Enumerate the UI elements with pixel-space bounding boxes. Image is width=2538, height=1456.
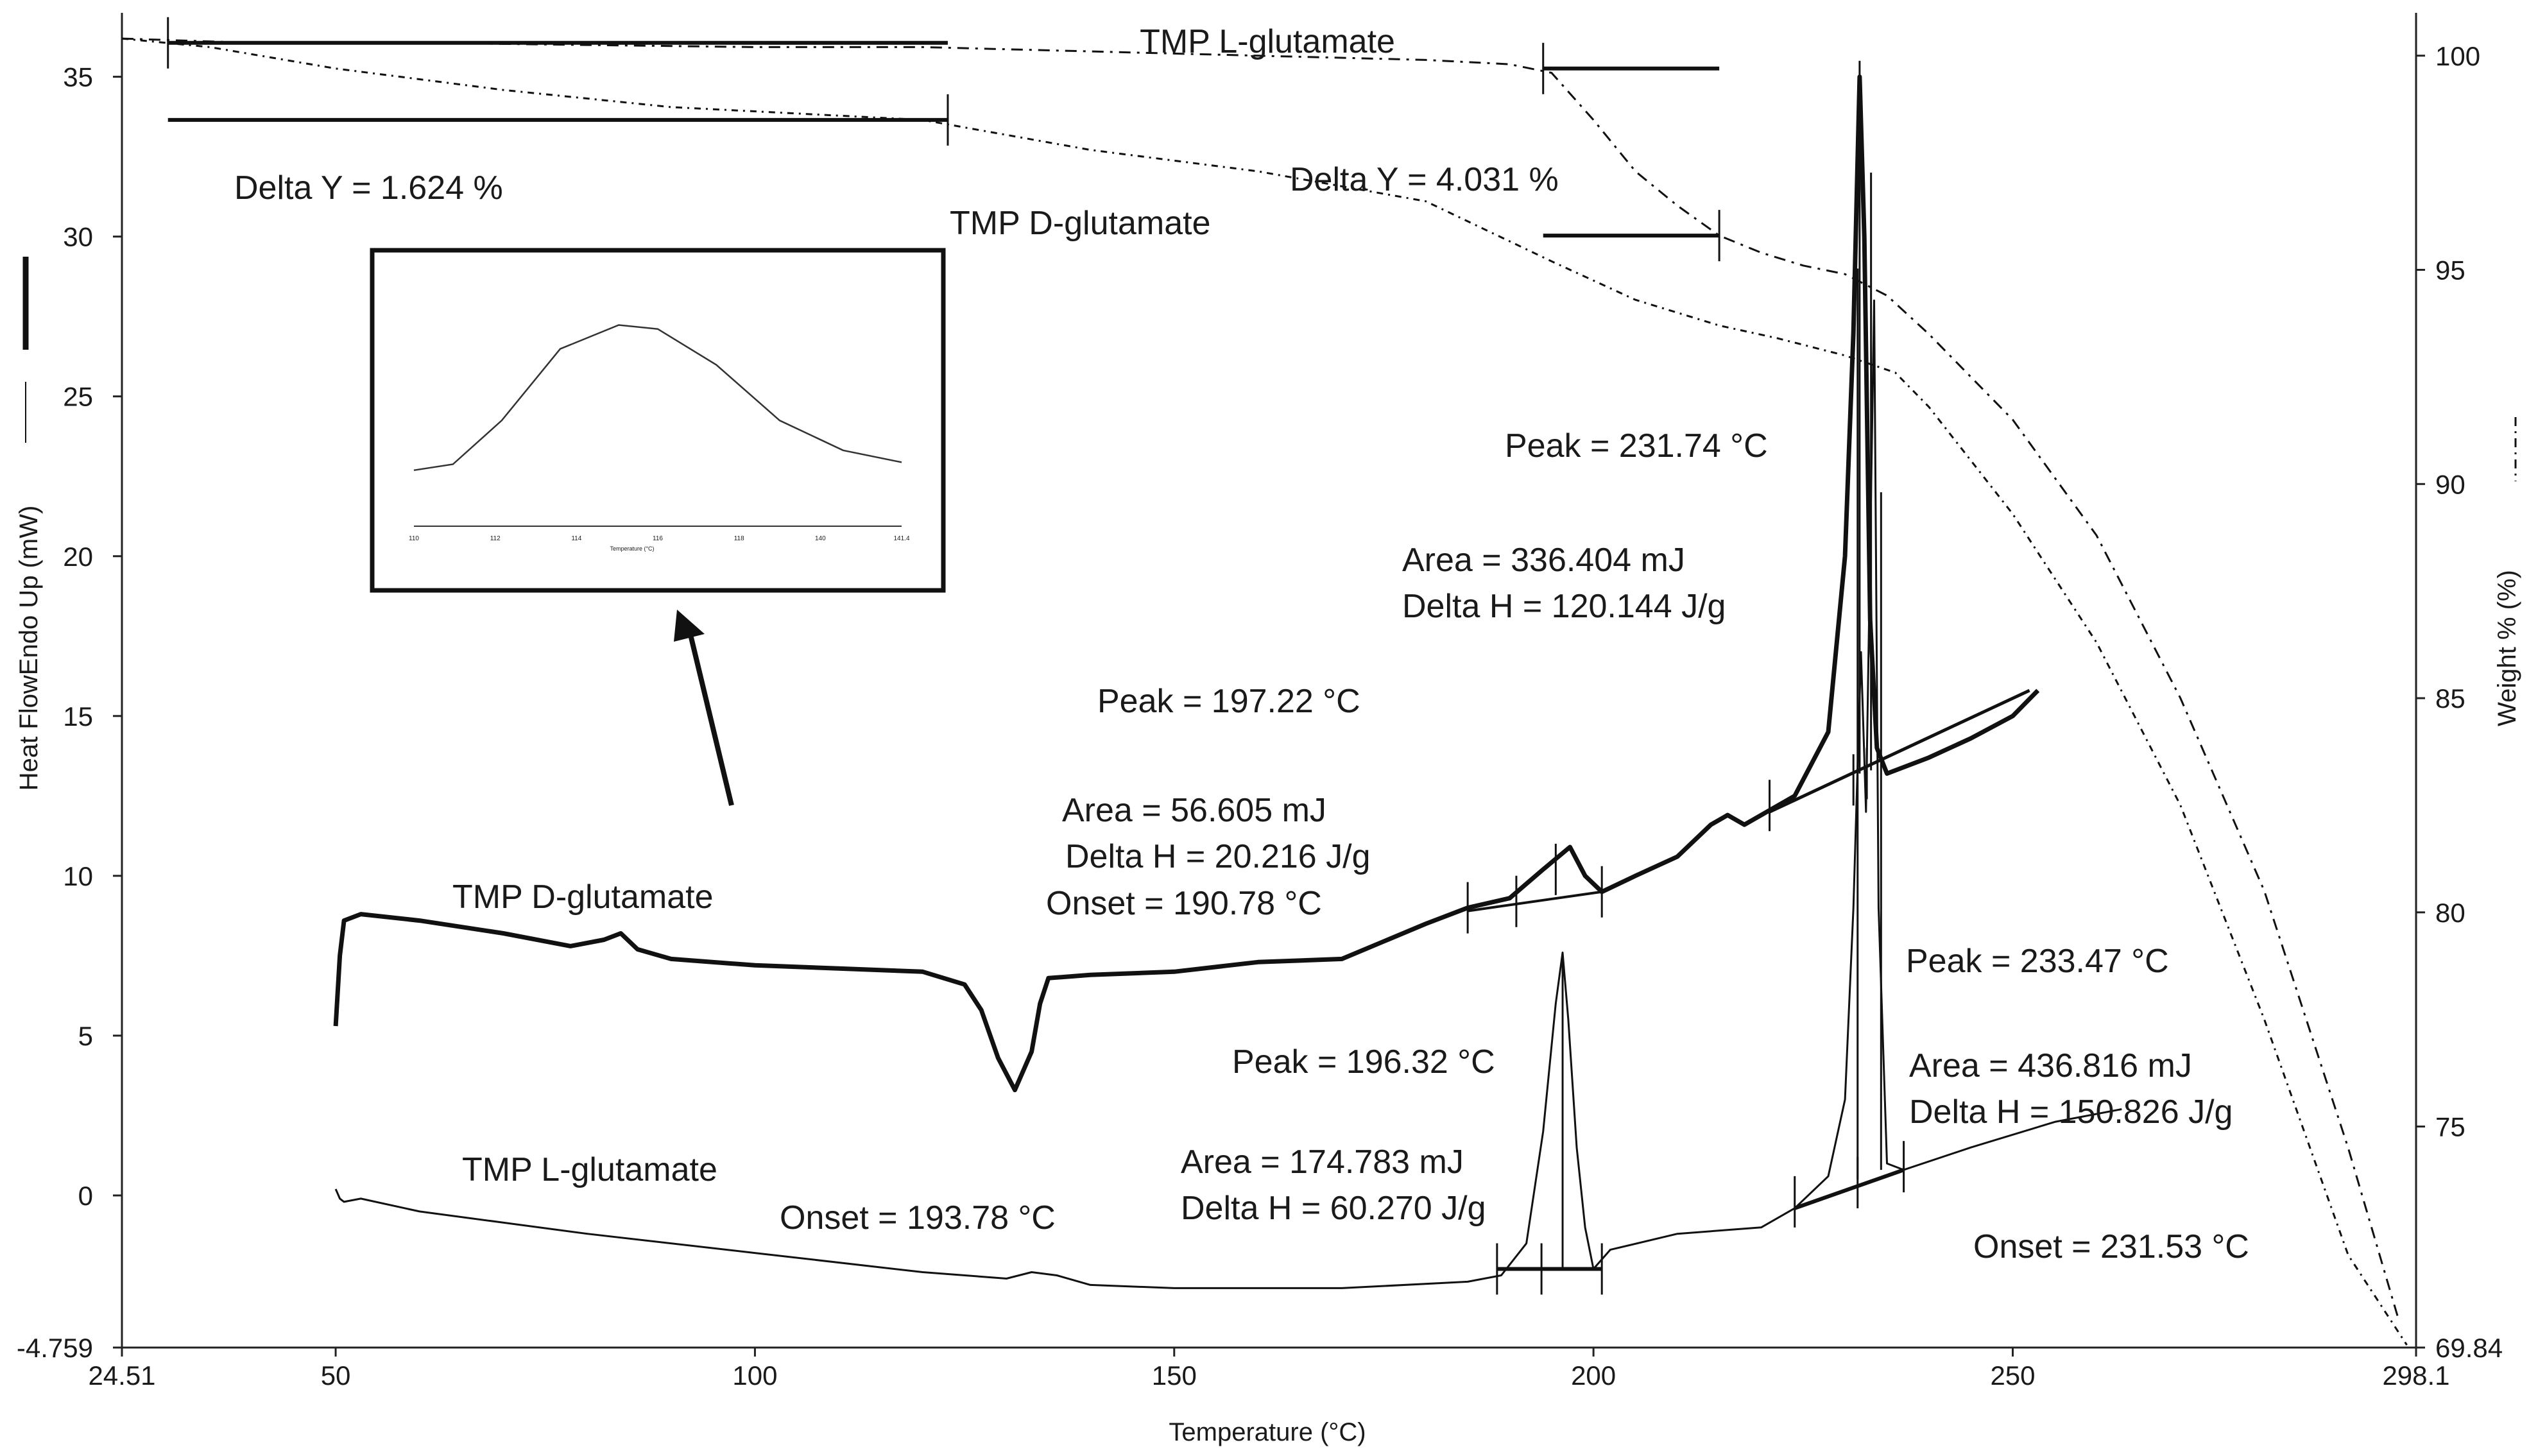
annotation-label: Delta H = 150.826 J/g (1909, 1093, 2233, 1131)
inset-curve (413, 324, 902, 472)
annotation-label: Onset = 190.78 °C (1046, 885, 1322, 922)
annotation-label: Area = 436.816 mJ (1909, 1047, 2192, 1084)
analysis-markers (167, 17, 2030, 1295)
y-left-tick-label: 30 (63, 222, 93, 252)
x-tick-label: 200 (1571, 1360, 1616, 1391)
tga-curve-d-glutamate (121, 37, 2408, 1346)
inset-tick-label: 118 (734, 535, 744, 542)
y-left-axis-title: Heat FlowEndo Up (mW) (15, 506, 43, 791)
dsc-curve-d-glutamate (333, 74, 2040, 1093)
peak-baseline (1467, 890, 1602, 912)
annotation-label: Onset = 231.53 °C (1973, 1228, 2249, 1265)
annotation-label: Delta Y = 1.624 % (234, 169, 503, 207)
y-right-tick-label: 80 (2435, 898, 2465, 928)
y-left-tick-label: 35 (63, 62, 93, 92)
y-right-axis-title: Weight % (%) (2493, 570, 2521, 726)
peak-baseline (1769, 689, 2030, 814)
inset-arrow-head (674, 610, 705, 642)
y-left-tick-label: 10 (63, 861, 93, 891)
inset-plot: 110 112 114 116 118 140 141.4 Temperature (°C) (370, 248, 946, 806)
annotation-label: Delta H = 60.270 J/g (1181, 1190, 1486, 1227)
y-right-tick-label: 95 (2435, 255, 2465, 286)
y-left-tick-label: 5 (78, 1021, 93, 1051)
y-right-tick-label: 100 (2435, 41, 2480, 71)
annotation-label: TMP D-glutamate (452, 878, 714, 916)
axes (22, 13, 2517, 1349)
y-left-tick-label: 20 (63, 542, 93, 572)
inset-frame (370, 248, 946, 593)
annotation-label: Area = 336.404 mJ (1402, 542, 1685, 579)
x-tick-label: 50 (321, 1360, 351, 1391)
x-tick-label: 150 (1152, 1360, 1197, 1391)
annotation-label: TMP L-glutamate (1140, 23, 1395, 60)
inset-tick-label: 140 (815, 535, 826, 542)
y-right-tick-label: 75 (2435, 1112, 2465, 1142)
annotation-label: Delta Y = 4.031 % (1290, 161, 1559, 198)
inset-x-axis-title: Temperature (°C) (610, 545, 654, 552)
annotation-label: Peak = 197.22 °C (1097, 683, 1360, 720)
annotation-label: TMP L-glutamate (462, 1151, 717, 1188)
peak-baseline (1794, 1168, 1905, 1210)
inset-tick-label: 116 (653, 535, 663, 542)
inset-tick-label: 114 (571, 535, 581, 542)
x-tick-label: 250 (1990, 1360, 2035, 1391)
inset-tick-label: 141.4 (893, 535, 909, 542)
y-left-tick-label: 15 (63, 701, 93, 732)
annotation-label: TMP D-glutamate (950, 205, 1211, 242)
inset-arrow-shaft (687, 631, 734, 806)
x-tick-label: 24.51 (88, 1360, 155, 1391)
x-axis-title: Temperature (°C) (1169, 1418, 1366, 1446)
y-right-tick-label: 90 (2435, 469, 2465, 499)
y-right-tick-label: 69.84 (2435, 1333, 2503, 1363)
x-tick-label: 100 (732, 1360, 777, 1391)
y-left-tick-label: -4.759 (17, 1333, 93, 1363)
inset-tick-label: 112 (490, 535, 501, 542)
annotation-label: Delta H = 120.144 J/g (1402, 588, 1726, 625)
annotations: TMP L-glutamate Delta Y = 1.624 % Delta Y … (234, 23, 2249, 1265)
y-left-tick-label: 25 (63, 382, 93, 412)
inset-tick-label: 110 (409, 535, 419, 542)
tick-labels: 24.51 50 100 150 200 250 298.1 -4.759 0 5 10 15 20 25… (17, 41, 2503, 1391)
annotation-label: Area = 174.783 mJ (1181, 1143, 1464, 1181)
x-tick-label: 298.1 (2382, 1360, 2449, 1391)
y-left-tick-label: 0 (78, 1181, 93, 1211)
annotation-label: Area = 56.605 mJ (1062, 792, 1326, 829)
annotation-label: Peak = 233.47 °C (1906, 943, 2169, 980)
y-right-tick-label: 85 (2435, 683, 2465, 714)
annotation-label: Delta H = 20.216 J/g (1065, 838, 1371, 875)
annotation-label: Onset = 193.78 °C (780, 1199, 1056, 1237)
annotation-label: Peak = 231.74 °C (1505, 427, 1768, 465)
annotation-label: Peak = 196.32 °C (1232, 1043, 1495, 1081)
